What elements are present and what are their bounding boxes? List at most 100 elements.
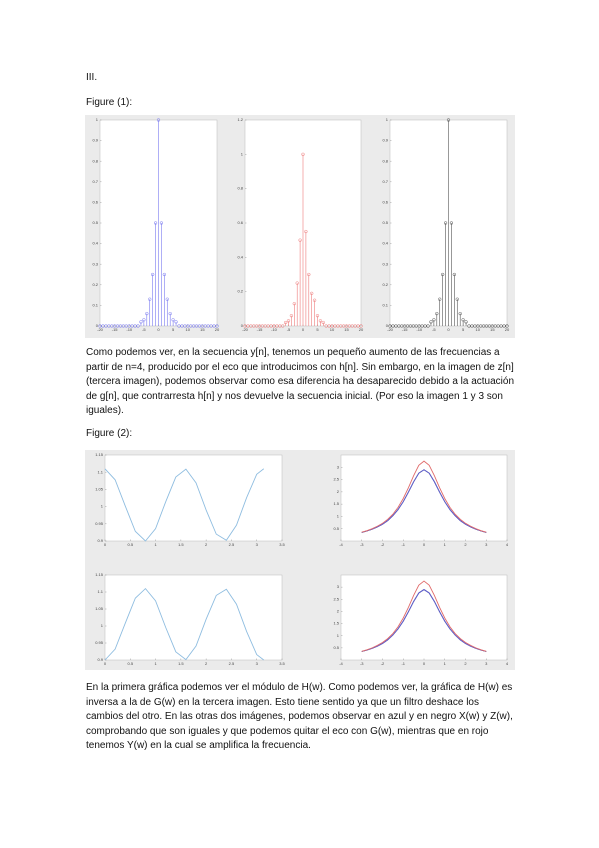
x-tick-label: 2.5	[229, 661, 235, 666]
x-tick-label: 10	[476, 327, 481, 332]
y-tick-label: 1.1	[97, 589, 103, 594]
stem-marker	[304, 229, 308, 234]
stem-marker	[301, 152, 305, 156]
y-tick-label: 0.6	[382, 199, 388, 204]
series-line	[104, 587, 265, 661]
series-line	[361, 589, 487, 652]
x-tick-label: 15	[200, 327, 205, 332]
x-tick-label: 3.5	[279, 542, 285, 547]
x-tick-label: 20	[359, 327, 364, 332]
y-tick-label: 0.1	[382, 302, 388, 307]
y-tick-label: 1.05	[95, 606, 104, 611]
y-tick-label: 1	[386, 117, 389, 122]
stem-marker	[162, 272, 167, 277]
y-tick-label: 1.1	[97, 469, 103, 474]
y-tick-label: 0.8	[382, 158, 388, 163]
y-tick-label: 0.8	[92, 158, 98, 163]
x-tick-label: -15	[402, 327, 409, 332]
x-tick-label: 20	[215, 327, 220, 332]
paragraph: Como podemos ver, en la secuencia y[n], …	[86, 347, 515, 417]
x-tick-label: -5	[432, 327, 436, 332]
stem-marker	[148, 297, 152, 301]
stem-marker	[145, 311, 149, 316]
x-tick-label: -20	[387, 327, 394, 332]
stem-marker	[159, 221, 164, 225]
y-tick-label: 1	[101, 623, 104, 628]
y-tick-label: 0.9	[92, 138, 98, 143]
y-tick-label: 2	[337, 608, 340, 613]
stem-marker	[171, 318, 175, 322]
stem-marker	[464, 320, 468, 324]
stem-marker	[215, 324, 219, 328]
axes-background	[104, 454, 283, 542]
stem-marker	[283, 320, 288, 325]
y-tick-label: 0.9	[382, 138, 388, 143]
y-tick-label: 0.5	[333, 645, 339, 650]
stem-marker	[441, 272, 445, 277]
stem-marker	[156, 118, 161, 122]
x-tick-label: 1.5	[178, 542, 184, 547]
x-tick-label: -10	[271, 327, 278, 332]
y-tick-label: 1.15	[95, 452, 104, 457]
axes-background	[340, 454, 508, 542]
x-tick-label: -20	[97, 327, 104, 332]
x-tick-label: 2	[464, 542, 467, 547]
y-tick-label: 0.1	[92, 302, 98, 307]
stem-marker	[142, 318, 146, 322]
y-tick-label: 1.15	[95, 572, 104, 577]
y-tick-label: 1.2	[237, 117, 243, 122]
y-tick-label: 1.5	[333, 501, 339, 506]
stem-marker	[298, 238, 302, 242]
x-tick-label: 0	[423, 661, 426, 666]
stem-marker	[318, 319, 323, 323]
stem-marker	[435, 311, 439, 316]
stem-marker	[168, 311, 172, 316]
stem-marker	[136, 324, 140, 328]
x-tick-label: 0	[302, 327, 305, 332]
stem-marker	[165, 297, 169, 301]
y-tick-label: 1	[241, 151, 244, 156]
y-tick-label: 1	[337, 633, 340, 638]
series-line	[361, 460, 487, 533]
x-tick-label: 10	[186, 327, 191, 332]
x-tick-label: -15	[257, 327, 264, 332]
x-tick-label: 0	[423, 542, 426, 547]
axes-background	[340, 574, 508, 661]
x-tick-label: -10	[416, 327, 423, 332]
x-tick-label: -5	[142, 327, 146, 332]
x-tick-label: -3	[360, 661, 364, 666]
y-tick-label: 1	[101, 504, 104, 509]
x-tick-label: 3	[485, 661, 488, 666]
stem-marker	[307, 272, 311, 277]
stem-marker	[151, 272, 155, 277]
y-tick-label: 0.8	[237, 186, 243, 191]
y-tick-label: 0.9	[97, 538, 103, 543]
y-tick-label: 0.4	[92, 241, 98, 246]
y-tick-label: 0.5	[333, 526, 339, 531]
y-tick-label: 0.4	[237, 254, 243, 259]
paragraph: En la primera gráfica podemos ver el mód…	[86, 682, 513, 752]
stem-marker	[153, 221, 158, 225]
x-tick-label: 4	[506, 542, 509, 547]
y-tick-label: 0	[386, 323, 389, 328]
y-tick-label: 3	[337, 584, 340, 589]
x-tick-label: 1	[154, 661, 157, 666]
series-line	[361, 469, 487, 533]
y-tick-label: 0.95	[95, 640, 104, 645]
y-tick-label: 0.3	[92, 261, 98, 266]
x-tick-label: 2.5	[229, 542, 235, 547]
stem-marker	[438, 297, 442, 301]
x-tick-label: -20	[242, 327, 249, 332]
y-tick-label: 0.7	[92, 179, 98, 184]
figure-label: Figure (2):	[86, 428, 133, 439]
axes-background	[104, 574, 283, 661]
stem-marker	[432, 318, 436, 322]
x-tick-label: 1	[444, 661, 447, 666]
stem-marker	[281, 324, 285, 328]
y-tick-label: 1.5	[333, 621, 339, 626]
x-tick-label: 2	[205, 661, 208, 666]
x-tick-label: 3	[256, 542, 259, 547]
y-tick-label: 0.2	[382, 282, 388, 287]
stem-marker	[449, 221, 454, 225]
